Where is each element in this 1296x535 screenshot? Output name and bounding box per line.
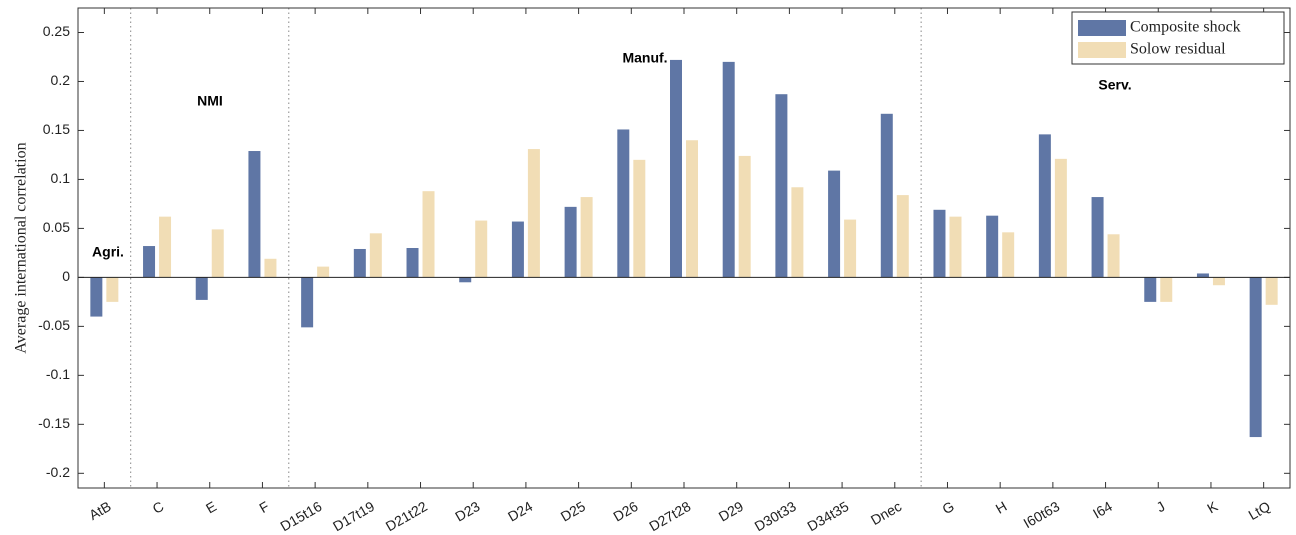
x-tick-label: F: [256, 498, 271, 516]
y-tick-label: 0: [62, 268, 70, 284]
bar: [195, 277, 208, 300]
bar: [670, 59, 682, 278]
bar: [1212, 277, 1225, 286]
x-tick-label: D24: [505, 498, 535, 525]
y-tick-label: 0.15: [43, 121, 70, 137]
bar: [1002, 232, 1015, 278]
bar: [1196, 273, 1209, 278]
bar: [828, 170, 841, 278]
x-tick-label: E: [203, 498, 219, 517]
bar: [880, 113, 893, 278]
x-tick-label: LtQ: [1245, 498, 1273, 523]
x-tick-label: J: [1154, 498, 1168, 515]
x-tick-label: AtB: [86, 498, 114, 523]
sector-label: NMI: [197, 93, 223, 109]
x-tick-label: H: [993, 498, 1010, 517]
bar: [1265, 277, 1278, 305]
sector-label: Manuf.: [622, 50, 667, 66]
x-tick-label: G: [939, 498, 956, 517]
bar: [791, 187, 804, 278]
bar: [738, 155, 751, 278]
bar: [722, 61, 735, 278]
x-tick-label: D17t19: [330, 498, 377, 535]
bar: [317, 266, 330, 278]
bar: [1054, 158, 1067, 278]
bar: [580, 197, 593, 278]
bar: [949, 216, 962, 278]
bar: [406, 248, 419, 278]
legend-swatch: [1078, 42, 1126, 58]
bar: [353, 248, 366, 278]
bar: [986, 215, 999, 278]
bar: [422, 191, 435, 278]
x-tick-label: D29: [716, 498, 746, 525]
y-tick-label: 0.05: [43, 219, 70, 235]
bar: [211, 229, 224, 278]
y-tick-label: -0.15: [38, 415, 70, 431]
bar: [686, 140, 698, 278]
x-tick-label: D26: [610, 498, 640, 525]
bar: [1091, 197, 1104, 278]
x-tick-label: D30t33: [752, 498, 799, 535]
y-tick-label: -0.2: [46, 464, 70, 480]
bar: [475, 220, 488, 278]
x-tick-label: K: [1204, 498, 1221, 517]
x-tick-label: D21t22: [383, 498, 430, 535]
y-axis-label: Average international correlation: [13, 142, 30, 353]
y-tick-label: 0.1: [51, 170, 71, 186]
bar: [633, 159, 646, 278]
bar: [564, 206, 577, 278]
bar: [369, 233, 382, 278]
bar: [1249, 277, 1262, 438]
x-tick-label: I64: [1090, 498, 1115, 522]
bar: [143, 246, 156, 278]
legend-label: Solow residual: [1130, 41, 1226, 58]
x-tick-label: D34t35: [804, 498, 851, 535]
bar: [90, 277, 103, 317]
bar: [1107, 234, 1120, 278]
y-tick-label: -0.1: [46, 366, 70, 382]
y-tick-label: 0.25: [43, 23, 70, 39]
sector-label: Serv.: [1098, 77, 1131, 93]
x-tick-label: I60t63: [1021, 498, 1063, 531]
sector-label: Agri.: [92, 244, 124, 260]
legend-swatch: [1078, 20, 1126, 36]
bar: [248, 151, 261, 278]
bar: [527, 149, 540, 278]
bar: [159, 216, 172, 278]
bar: [1038, 134, 1051, 278]
bar: [933, 209, 946, 278]
plot-frame: [77, 7, 1291, 489]
y-tick-label: -0.05: [38, 317, 70, 333]
bar: [459, 277, 472, 283]
x-tick-label: D15t16: [277, 498, 324, 535]
bar: [844, 219, 857, 278]
x-tick-label: D27t28: [646, 498, 693, 535]
bar: [1144, 277, 1157, 302]
x-tick-label: D23: [452, 498, 482, 525]
bar: [264, 258, 277, 278]
legend-label: Composite shock: [1130, 19, 1241, 36]
bar: [511, 221, 524, 278]
y-tick-label: 0.2: [51, 72, 71, 88]
x-tick-label: C: [150, 498, 167, 517]
bar: [1160, 277, 1173, 302]
bar: [775, 94, 788, 278]
x-tick-label: Dnec: [868, 498, 904, 528]
bar: [617, 129, 630, 278]
bar: [896, 195, 909, 278]
x-tick-label: D25: [558, 498, 588, 525]
bar: [301, 277, 314, 328]
bar: [106, 277, 119, 302]
